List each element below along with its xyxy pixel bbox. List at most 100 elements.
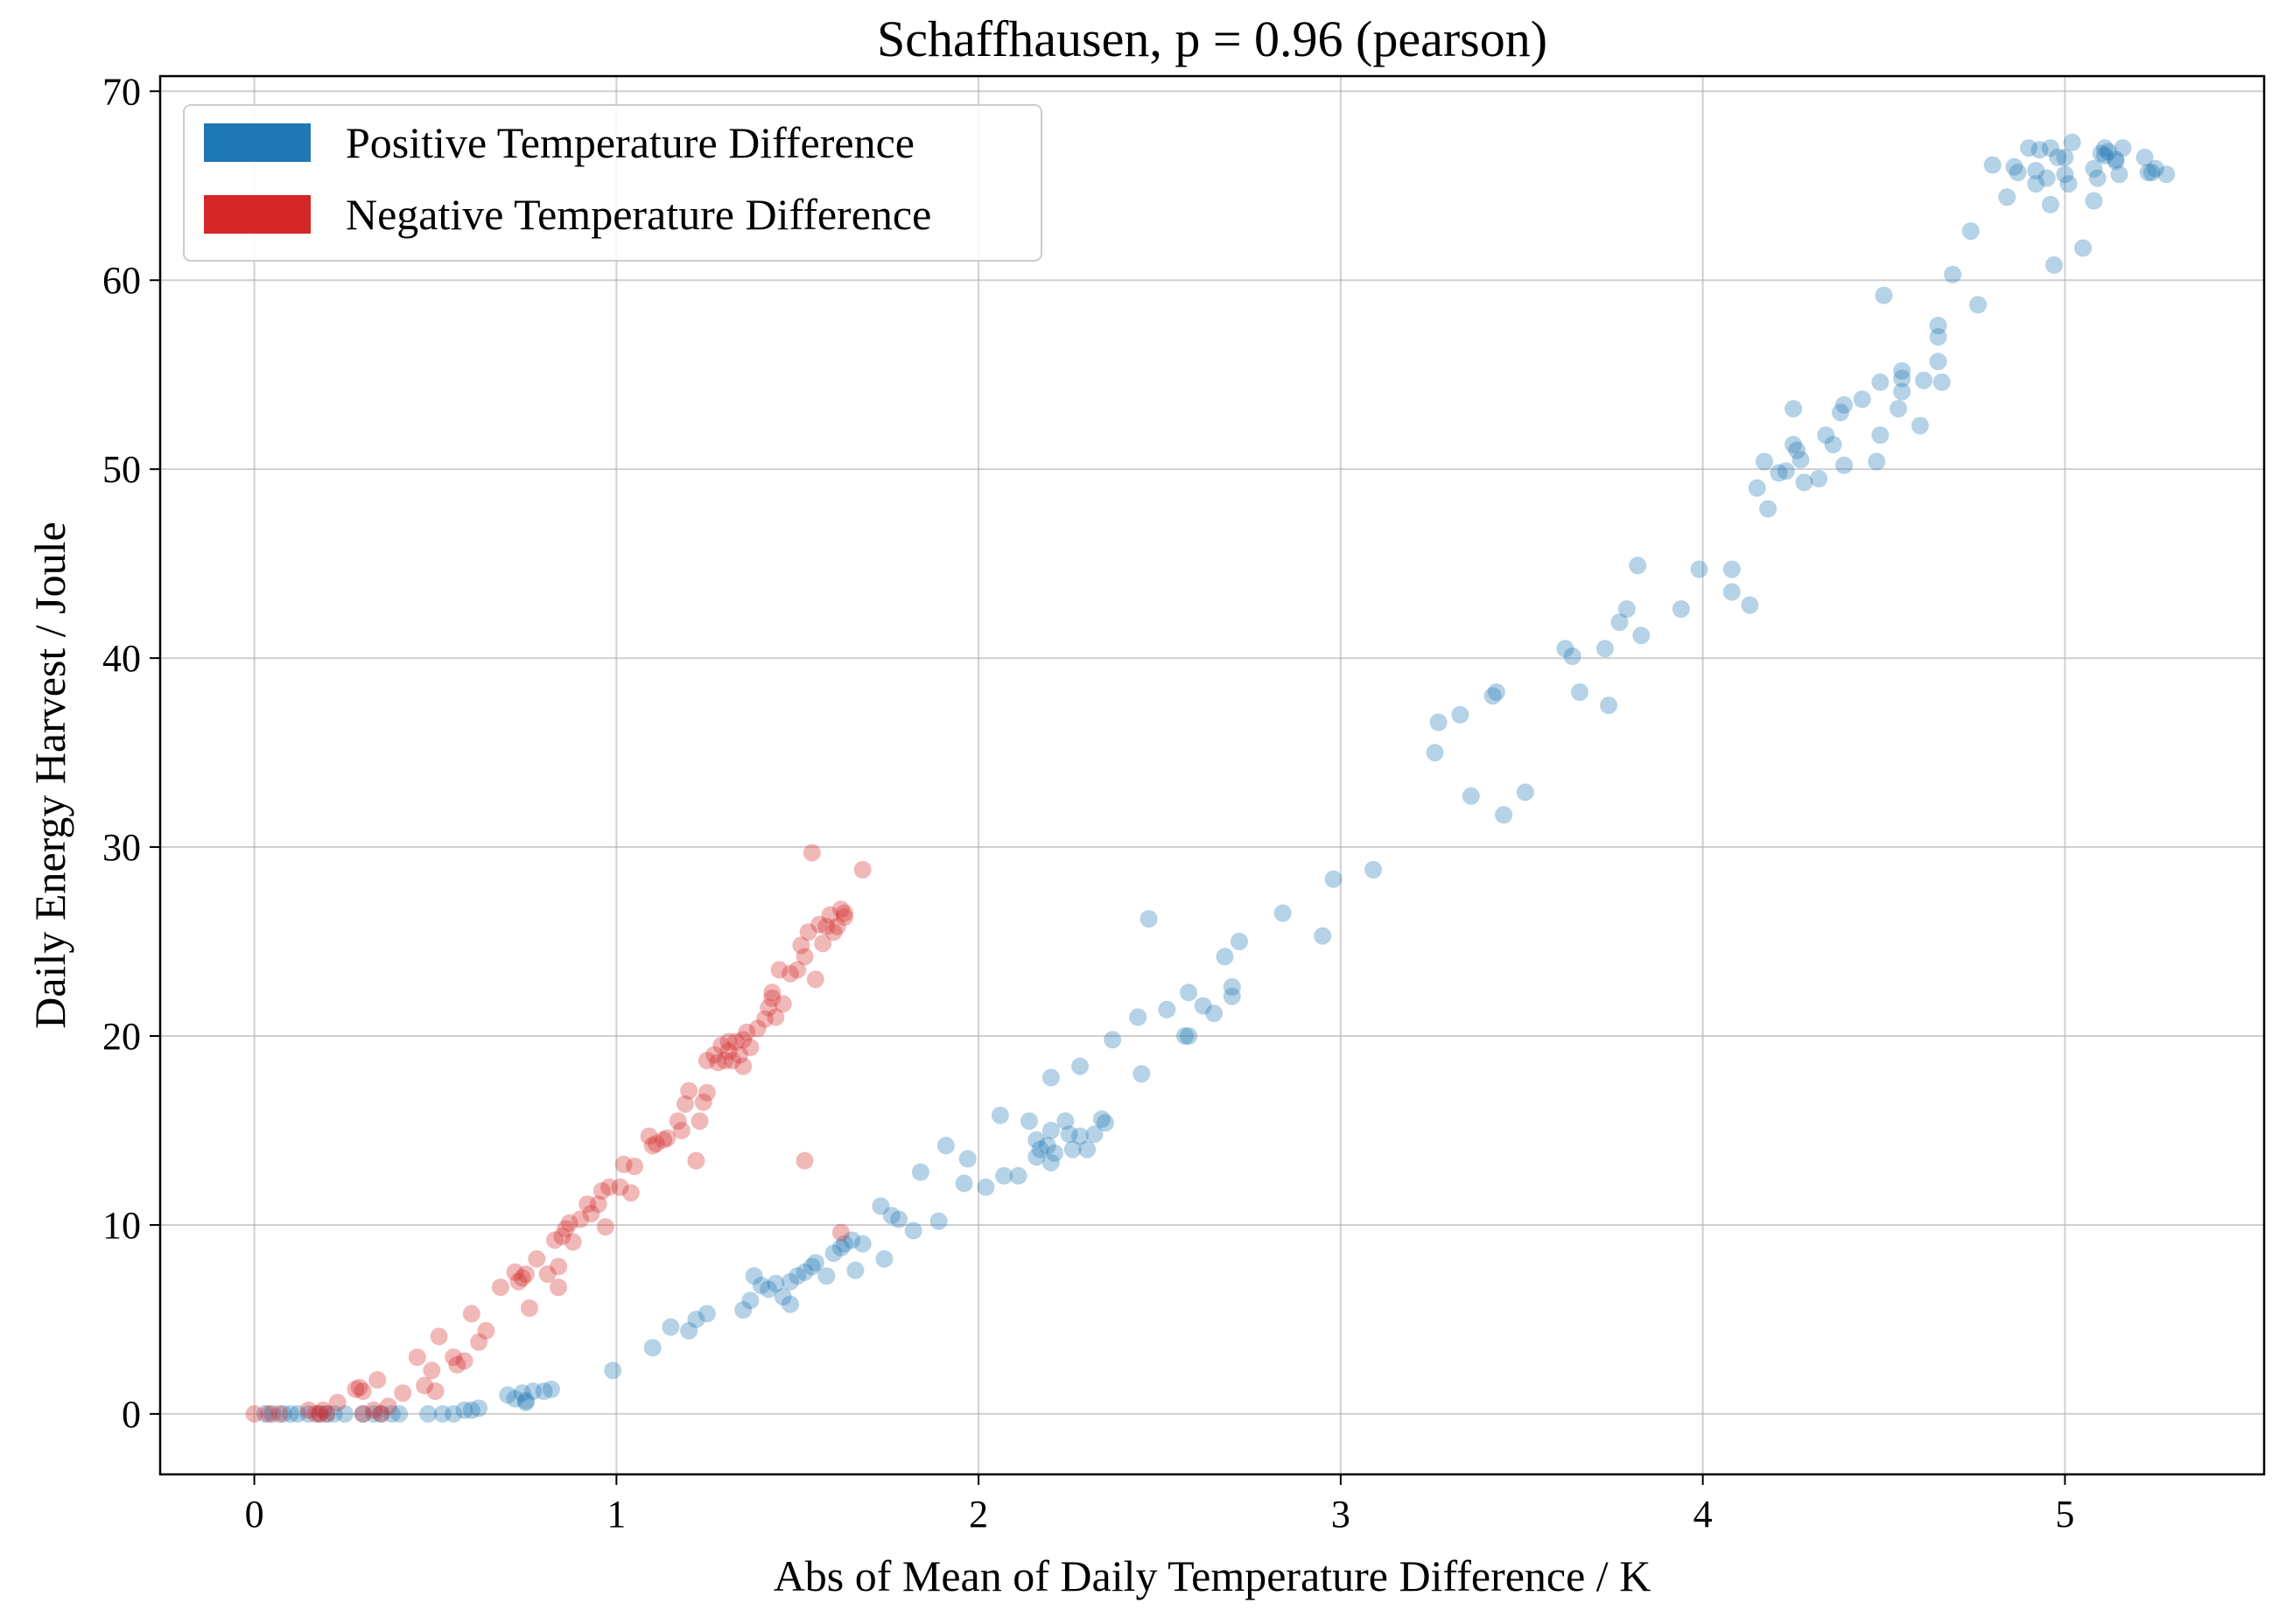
positive-point — [513, 1384, 531, 1403]
positive-point — [875, 1250, 894, 1268]
negative-point — [719, 1042, 738, 1060]
positive-point — [1216, 948, 1234, 966]
positive-point — [1998, 188, 2016, 206]
negative-point — [582, 1205, 600, 1222]
x-tick-label: 3 — [1331, 1493, 1350, 1536]
y-tick-label: 50 — [102, 448, 141, 491]
positive-point — [1139, 910, 1158, 928]
negative-point — [260, 1404, 278, 1423]
positive-point — [499, 1386, 517, 1404]
positive-point — [542, 1380, 560, 1398]
negative-point — [770, 961, 789, 979]
positive-point — [911, 1163, 929, 1181]
negative-point — [789, 961, 807, 979]
negative-point — [571, 1210, 589, 1228]
positive-point — [1129, 1008, 1147, 1026]
positive-point — [1046, 1144, 1063, 1162]
positive-point — [782, 1272, 799, 1291]
negative-point — [669, 1112, 687, 1130]
positive-point — [1038, 1137, 1056, 1155]
positive-point — [1364, 861, 1383, 878]
positive-point — [1969, 296, 1988, 314]
negative-point — [647, 1135, 665, 1153]
positive-point — [282, 1404, 299, 1423]
negative-point — [760, 998, 778, 1017]
positive-point — [1176, 1027, 1194, 1045]
positive-point — [782, 1295, 799, 1313]
positive-point — [318, 1404, 336, 1423]
positive-point — [1722, 583, 1741, 601]
negative-point — [245, 1404, 263, 1423]
positive-point — [1722, 560, 1741, 578]
positive-point — [1180, 984, 1198, 1002]
positive-point — [1595, 640, 1614, 658]
negative-point — [521, 1299, 538, 1317]
negative-point — [687, 1152, 705, 1170]
positive-point — [470, 1399, 488, 1418]
positive-point — [1495, 806, 1513, 824]
positive-point — [995, 1166, 1013, 1185]
positive-point — [1180, 1027, 1198, 1045]
negative-point — [712, 1036, 731, 1054]
x-tick-label: 4 — [1693, 1493, 1713, 1536]
negative-point — [579, 1195, 597, 1214]
y-tick-label: 70 — [102, 70, 141, 113]
negative-point — [723, 1052, 741, 1070]
positive-point — [2027, 162, 2045, 179]
positive-point — [2135, 148, 2154, 166]
positive-point — [289, 1404, 307, 1423]
negative-point — [611, 1178, 629, 1196]
positive-point — [1871, 426, 1890, 444]
positive-point — [1056, 1112, 1075, 1130]
positive-point — [1273, 904, 1292, 922]
positive-point — [1868, 452, 1886, 471]
positive-point — [2100, 143, 2118, 161]
x-tick-label: 2 — [969, 1493, 988, 1536]
positive-point — [1223, 977, 1241, 996]
negative-point — [831, 1223, 850, 1242]
positive-point — [904, 1222, 922, 1240]
positive-point — [1741, 596, 1759, 614]
positive-point — [604, 1362, 622, 1380]
x-axis-label: Abs of Mean of Daily Temperature Differe… — [774, 1551, 1651, 1600]
negative-point — [640, 1127, 658, 1145]
negative-point — [550, 1278, 568, 1297]
negative-point — [763, 989, 782, 1007]
positive-point — [516, 1393, 535, 1411]
positive-point — [1027, 1148, 1046, 1166]
negative-point — [589, 1195, 607, 1214]
chart-title: Schaffhausen, p = 0.96 (pearson) — [877, 10, 1547, 67]
positive-point — [2041, 195, 2059, 214]
negative-point — [734, 1031, 753, 1049]
positive-point — [372, 1404, 390, 1423]
legend-label-negative: Negative Temperature Difference — [346, 190, 931, 239]
negative-point — [796, 948, 814, 966]
positive-point — [1205, 1004, 1224, 1023]
positive-point — [1041, 1153, 1060, 1172]
negative-point — [836, 904, 853, 922]
negative-point — [738, 1023, 756, 1041]
data-points — [245, 133, 2176, 1423]
negative-point — [365, 1401, 383, 1419]
negative-point — [817, 917, 836, 935]
positive-point — [752, 1277, 770, 1295]
positive-point — [365, 1404, 383, 1423]
positive-point — [1041, 1122, 1060, 1139]
positive-point — [853, 1235, 872, 1253]
positive-point — [846, 1261, 865, 1279]
negative-point — [836, 908, 853, 926]
positive-point — [1429, 713, 1448, 732]
negative-point — [694, 1093, 712, 1111]
positive-point — [1756, 452, 1773, 471]
positive-point — [2027, 175, 2045, 193]
negative-point — [299, 1401, 318, 1419]
positive-point — [1556, 640, 1574, 658]
negative-point — [767, 1008, 785, 1026]
negative-point — [318, 1404, 336, 1423]
negative-point — [709, 1054, 727, 1072]
positive-point — [1096, 1114, 1114, 1132]
positive-point — [843, 1231, 861, 1250]
positive-point — [803, 1257, 821, 1276]
negative-point — [677, 1095, 694, 1113]
